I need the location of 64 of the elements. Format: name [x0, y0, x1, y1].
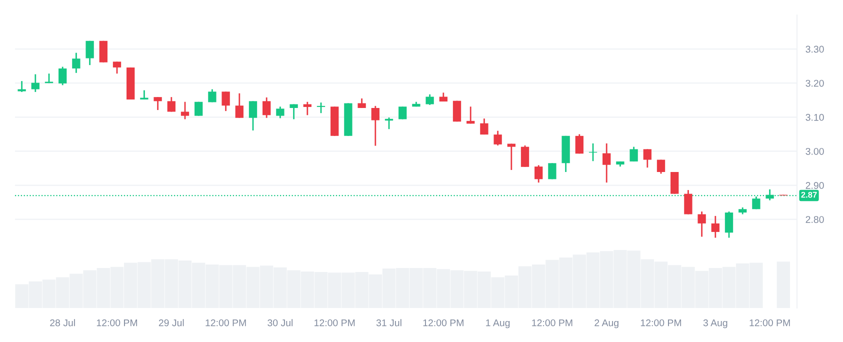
- candlestick: [99, 40, 108, 64]
- candlestick: [290, 104, 298, 120]
- candlestick: [358, 98, 366, 109]
- candlestick: [316, 102, 326, 114]
- candlestick: [752, 196, 760, 210]
- x-tick-label: 31 Jul: [376, 319, 402, 326]
- candlestick: [194, 101, 203, 117]
- x-tick-label: 30 Jul: [268, 319, 293, 326]
- ref-line-label: 2.87: [801, 192, 817, 198]
- candlestick: [222, 90, 230, 112]
- candlestick: [602, 142, 611, 184]
- candlestick: [303, 101, 312, 116]
- candlestick: [180, 101, 190, 120]
- candlestick: [480, 118, 488, 136]
- x-tick-label: 12:00 PM: [750, 319, 790, 326]
- candlestick: [112, 60, 122, 74]
- candlestick: [711, 215, 720, 238]
- y-tick-label: 3.10: [806, 114, 824, 121]
- candlestick: [575, 134, 584, 154]
- x-tick-label: 12:00 PM: [423, 319, 464, 326]
- candlestick: [167, 96, 176, 112]
- candlestick: [426, 94, 434, 106]
- candlestick: [208, 88, 216, 103]
- x-tick-label: 29 Jul: [158, 319, 184, 326]
- candlestick: [534, 164, 543, 184]
- y-tick-label: 2.90: [806, 182, 824, 189]
- candlestick: [494, 130, 502, 146]
- x-tick-label: 28 Jul: [50, 319, 75, 326]
- y-tick-label: 3.20: [806, 80, 824, 87]
- candlestick: [398, 106, 407, 120]
- candlestick: [670, 171, 679, 194]
- candlestick: [235, 92, 244, 119]
- candlestick: [630, 146, 638, 162]
- x-tick-label: 12:00 PM: [206, 319, 246, 326]
- x-tick-label: 12:00 PM: [532, 319, 572, 326]
- candlestick: [507, 143, 516, 171]
- candlestick: [698, 210, 706, 238]
- candlestick: [466, 106, 475, 124]
- candlestick: [18, 80, 26, 93]
- candlestick: [724, 210, 734, 238]
- candlestick: [262, 96, 271, 119]
- x-tick-label: 2 Aug: [594, 319, 618, 328]
- candlestick: [656, 159, 666, 174]
- candlestick: [140, 90, 148, 100]
- candlestick: [31, 74, 40, 93]
- candlestick: [643, 148, 652, 168]
- candlestick: [520, 144, 530, 168]
- y-tick-label: 3.30: [806, 46, 824, 53]
- y-tick-label: 3.00: [806, 148, 824, 155]
- candlestick: [548, 162, 556, 180]
- x-tick-label: 3 Aug: [703, 319, 728, 328]
- candlestick: [371, 105, 380, 146]
- candlestick: [684, 189, 692, 215]
- candlestick: [248, 100, 258, 132]
- x-tick-label: 12:00 PM: [640, 319, 682, 326]
- candlestick: [58, 66, 67, 86]
- x-tick-label: 12:00 PM: [96, 319, 138, 326]
- x-tick-label: 1 Aug: [486, 319, 510, 328]
- candlestick: [276, 106, 284, 119]
- candlestick: [72, 52, 80, 74]
- candlestick: [86, 40, 94, 66]
- y-tick-label: 2.80: [806, 216, 824, 223]
- x-tick-label: 12:00 PM: [314, 319, 355, 326]
- candlestick: [154, 96, 162, 111]
